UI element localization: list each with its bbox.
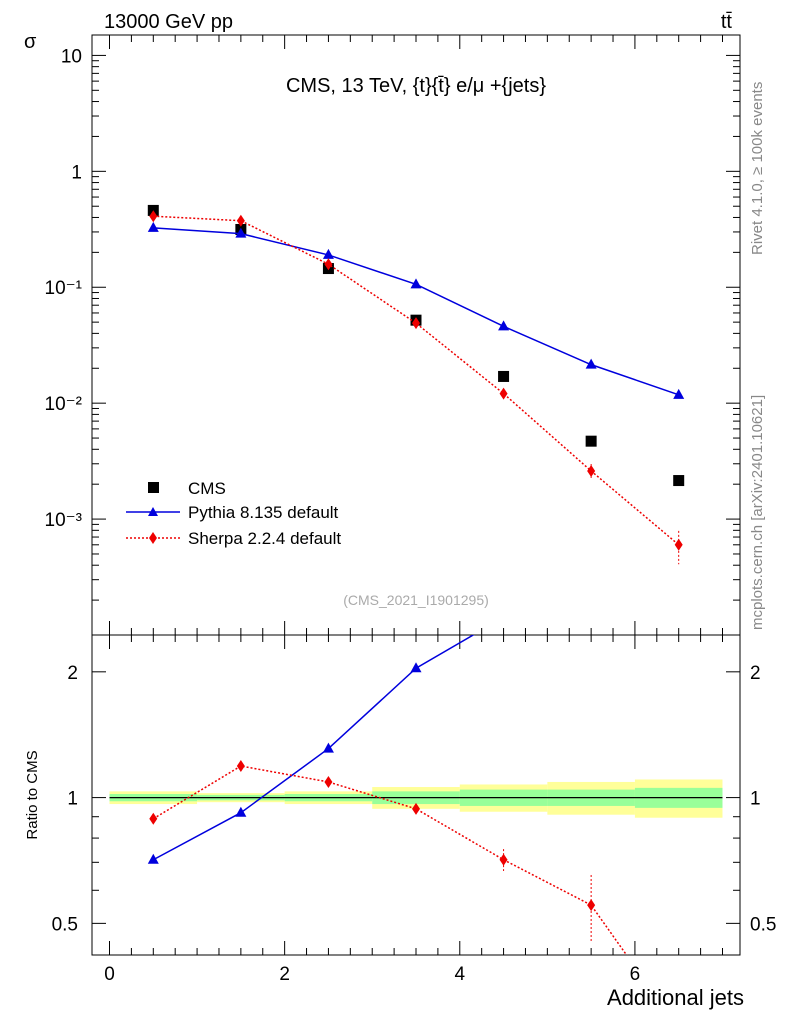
energy-label: 13000 GeV pp [104, 11, 233, 33]
cms-point-4 [498, 370, 510, 382]
main-y-axis-label: σ [24, 31, 37, 53]
main-y-tick-label: 10⁻¹ [45, 278, 83, 299]
pythia-ratio-point-2 [322, 742, 334, 753]
mcplots-label: mcplots.cern.ch [arXiv:2401.10621] [749, 395, 766, 630]
sherpa-ratio-point-0 [149, 812, 158, 825]
main-y-tick-label: 10⁻² [45, 394, 83, 415]
legend-pythia-marker [148, 507, 158, 516]
legend-sherpa-marker [149, 532, 157, 544]
pythia-point-1 [235, 227, 247, 238]
cms-point-6 [673, 475, 685, 487]
ratio-panel: Ratio to CMS Additional jets 2 21 10.5 0.5 … [24, 516, 777, 1010]
main-panel: σ CMS, 13 TeV, {t}{t̄} e/μ +{jets} (CMS_… [24, 31, 741, 636]
pythia-ratio-point-3 [410, 662, 422, 673]
legend-cms-marker [148, 482, 159, 493]
sherpa-point-3 [412, 317, 420, 330]
ratio-y-ticks: 2 2 1 1 0.5 0.5 [52, 663, 777, 936]
sherpa-point-1 [236, 214, 245, 227]
pythia-point-0 [147, 221, 159, 232]
sherpa-ratio-point-5 [587, 899, 596, 912]
main-x-ticks [109, 35, 723, 635]
ratio-y-tick-label: 0.5 [52, 914, 78, 935]
sherpa-ratio-point-3 [412, 802, 420, 815]
legend-cms-label: CMS [188, 479, 226, 498]
ratio-bands [109, 779, 723, 818]
pythia-line [153, 227, 679, 396]
ratio-y-axis-label: Ratio to CMS [24, 750, 41, 839]
rivet-version-label: Rivet 4.1.0, ≥ 100k events [749, 82, 766, 255]
legend: CMS Pythia 8.135 default Sherpa 2.2.4 de… [126, 479, 341, 548]
pythia-point-4 [498, 320, 510, 331]
legend-sherpa-label: Sherpa 2.2.4 default [188, 529, 341, 548]
ratio-x-ticks: 0 2 4 6 [104, 635, 723, 985]
main-y-tick-label: 10⁻³ [45, 510, 83, 531]
sherpa-ratio-point-2 [324, 775, 333, 788]
main-y-tick-label: 10 [61, 46, 82, 67]
sherpa-point-4 [499, 387, 508, 400]
ratio-x-tick-label: 6 [630, 964, 641, 985]
main-series [147, 204, 685, 565]
pythia-ratio-point-5 [586, 516, 597, 526]
main-y-tick-label: 1 [71, 162, 82, 183]
pythia-point-2 [322, 248, 334, 259]
ratio-series [147, 516, 628, 955]
analysis-id-label: (CMS_2021_I1901295) [343, 592, 489, 608]
pythia-point-6 [673, 388, 685, 399]
pythia-ratio-point-4 [498, 611, 509, 621]
main-y-ticks: 10 1 10⁻¹ 10⁻² 10⁻³ [45, 46, 740, 636]
ratio-y-tick-label: 1 [67, 789, 78, 810]
ratio-x-tick-label: 0 [104, 964, 115, 985]
ratio-y-tick-label: 2 [67, 663, 78, 684]
sherpa-point-0 [149, 210, 158, 223]
sherpa-ratio-point-1 [236, 760, 245, 773]
pythia-ratio-point-0 [147, 853, 159, 864]
sherpa-point-5 [587, 464, 596, 477]
x-axis-label: Additional jets [607, 985, 744, 1010]
pythia-point-5 [585, 358, 597, 369]
process-label: tt̄ [721, 11, 733, 33]
ratio-y-tick-label-right: 2 [750, 663, 761, 684]
ratio-y-tick-label-right: 1 [750, 789, 761, 810]
ratio-x-tick-label: 4 [454, 964, 465, 985]
pythia-point-3 [410, 278, 422, 289]
sherpa-ratio-point-4 [499, 853, 508, 866]
legend-pythia-label: Pythia 8.135 default [188, 503, 339, 522]
main-title: CMS, 13 TeV, {t}{t̄} e/μ +{jets} [286, 75, 546, 97]
cms-point-5 [585, 435, 597, 447]
pythia-ratio-point-1 [235, 806, 247, 817]
sherpa-line [153, 215, 680, 546]
sherpa-point-2 [324, 258, 333, 271]
ratio-y-tick-label-right: 0.5 [750, 914, 776, 935]
ratio-x-tick-label: 2 [279, 964, 290, 985]
